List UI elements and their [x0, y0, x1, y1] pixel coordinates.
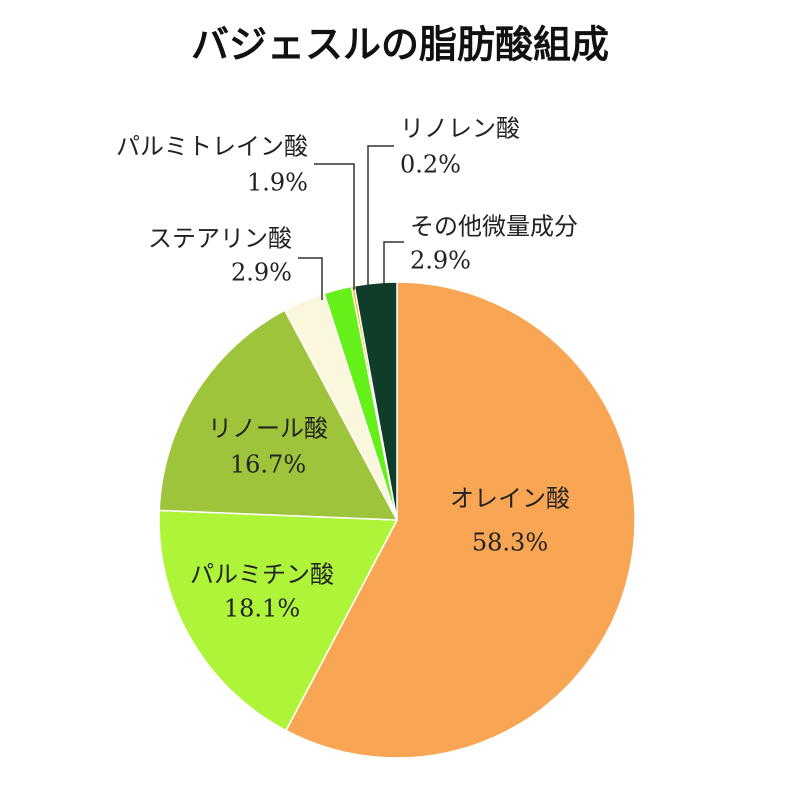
- slice-label: パルミトレイン酸: [116, 133, 308, 161]
- slice-label: その他微量成分: [410, 213, 578, 241]
- slice-value-label: 0.2%: [400, 151, 461, 179]
- chart-title: バジェスルの脂肪酸組成: [191, 22, 609, 67]
- slice-label: リノール酸: [208, 415, 328, 443]
- slice-value-label: 58.3%: [472, 529, 548, 557]
- slice-value-label: 16.7%: [230, 451, 306, 479]
- slice-label: ステアリン酸: [148, 225, 292, 253]
- slice-value-label: 2.9%: [231, 259, 292, 287]
- leader-line: [298, 257, 323, 300]
- slice-label: パルミチン酸: [190, 561, 334, 589]
- pie-slice: [284, 281, 636, 759]
- slice-value-label: 18.1%: [224, 595, 300, 623]
- slice-label: オレイン酸: [450, 485, 570, 513]
- slice-value-label: 2.9%: [410, 247, 471, 275]
- leader-line: [314, 163, 355, 290]
- slice-value-label: 1.9%: [247, 169, 308, 197]
- slice-label: リノレン酸: [400, 115, 520, 143]
- leader-line: [383, 241, 404, 286]
- pie-slice: [158, 509, 399, 732]
- leader-line: [367, 145, 394, 286]
- pie-slice: [158, 309, 399, 521]
